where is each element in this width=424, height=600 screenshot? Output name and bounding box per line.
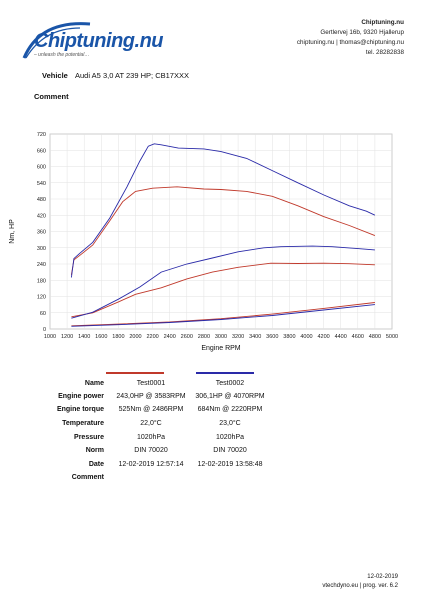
company-name: Chiptuning.nu (361, 19, 404, 26)
chiptuning-logo: Chiptuning.nu – unleash the potential… (20, 18, 170, 60)
x-tick-label: 4600 (352, 334, 364, 340)
company-phone: tel. 28282838 (365, 49, 404, 56)
test2-norm: DIN 70020 (213, 447, 247, 454)
test2-name: Test0002 (215, 380, 245, 387)
x-tick-label: 5000 (386, 334, 398, 340)
dyno-chart: 1000 1200 1400 1600 1800 2000 2200 2400 2600 2800… (9, 132, 398, 352)
row-temperature: Temperature 22,0°C 23,0°C (0, 420, 424, 432)
footer-version: vtechdyno.eu | prog. ver. 6.2 (322, 583, 398, 589)
x-tick-label: 2800 (198, 334, 210, 340)
series-line-t1_power (71, 262, 375, 318)
label-temperature: Temperature (62, 420, 104, 427)
x-tick-label: 2600 (181, 334, 193, 340)
y-tick-label: 360 (37, 230, 46, 236)
comment-label: Comment (34, 92, 69, 101)
test2-legend-swatch (196, 372, 254, 374)
logo-tagline: – unleash the potential… (34, 52, 90, 58)
test2-temperature: 23,0°C (219, 420, 241, 427)
y-tick-label: 300 (37, 246, 46, 252)
y-axis-label: Nm, HP (9, 219, 16, 244)
row-comment: Comment (0, 474, 424, 486)
test1-temperature: 22,0°C (140, 420, 162, 427)
y-tick-label: 600 (37, 165, 46, 171)
row-pressure: Pressure 1020hPa 1020hPa (0, 434, 424, 446)
label-comment: Comment (71, 474, 104, 481)
y-tick-label: 660 (37, 148, 46, 154)
x-tick-label: 1000 (44, 334, 56, 340)
x-tick-label: 1200 (61, 334, 73, 340)
row-date: Date 12-02-2019 12:57:14 12-02-2019 13:5… (0, 461, 424, 473)
x-tick-label: 3200 (232, 334, 244, 340)
y-tick-label: 240 (37, 262, 46, 268)
label-name: Name (84, 380, 104, 387)
x-tick-label: 2400 (164, 334, 176, 340)
y-tick-label: 60 (40, 311, 46, 317)
x-tick-label: 1400 (78, 334, 90, 340)
test1-pressure: 1020hPa (136, 434, 166, 441)
series-line-t2_torque (70, 143, 376, 278)
company-info: Chiptuning.nu Gertlervej 16b, 9320 Hjall… (297, 18, 404, 58)
series-line-t2_loss (71, 304, 375, 327)
series-line-t1_torque (70, 186, 376, 275)
test1-legend-swatch (106, 372, 164, 374)
test1-power: 243,0HP @ 3583RPM (116, 393, 186, 400)
series-line-t2_power (71, 245, 375, 319)
row-name: Name Test0001 Test0002 (0, 380, 424, 392)
x-tick-label: 2200 (146, 334, 158, 340)
x-tick-label: 4200 (317, 334, 329, 340)
label-date: Date (88, 461, 104, 468)
x-tick-label: 3000 (215, 334, 227, 340)
y-tick-label: 0 (43, 327, 46, 333)
x-tick-label: 4800 (369, 334, 381, 340)
x-tick-label: 4000 (300, 334, 312, 340)
test1-date: 12-02-2019 12:57:14 (118, 461, 184, 468)
company-contact: chiptuning.nu | thomas@chiptuning.nu (296, 39, 404, 46)
logo-swoosh-icon (22, 22, 91, 59)
label-pressure: Pressure (74, 434, 104, 441)
y-tick-label: 420 (37, 213, 46, 219)
vehicle-value: Audi A5 3,0 AT 239 HP; CB17XXX (75, 71, 189, 80)
x-tick-label: 3400 (249, 334, 261, 340)
logo-word: Chiptuning.nu (34, 30, 164, 52)
test2-pressure: 1020hPa (215, 434, 245, 441)
x-tick-label: 2000 (129, 334, 141, 340)
y-tick-label: 720 (37, 132, 46, 138)
x-tick-label: 1600 (95, 334, 107, 340)
vehicle-label: Vehicle (42, 71, 68, 80)
row-power: Engine power 243,0HP @ 3583RPM 306,1HP @… (0, 393, 424, 405)
x-tick-label: 4400 (335, 334, 347, 340)
label-torque: Engine torque (56, 406, 104, 413)
test2-power: 306,1HP @ 4070RPM (195, 393, 265, 400)
x-tick-label: 3600 (266, 334, 278, 340)
footer-date: 12-02-2019 (367, 574, 398, 580)
row-torque: Engine torque 525Nm @ 2486RPM 684Nm @ 22… (0, 406, 424, 418)
x-tick-label: 1800 (112, 334, 124, 340)
test1-name: Test0001 (136, 380, 166, 387)
test1-torque: 525Nm @ 2486RPM (118, 406, 184, 413)
footer: 12-02-2019 vtechdyno.eu | prog. ver. 6.2 (322, 573, 398, 591)
y-tick-label: 180 (37, 278, 46, 284)
series-line-t1_loss (71, 302, 375, 327)
test2-date: 12-02-2019 13:58:48 (197, 461, 263, 468)
label-norm: Norm (85, 447, 104, 454)
y-tick-label: 120 (37, 295, 46, 301)
company-address: Gertlervej 16b, 9320 Hjallerup (320, 29, 404, 36)
label-power: Engine power (58, 393, 104, 400)
row-norm: Norm DIN 70020 DIN 70020 (0, 447, 424, 459)
y-tick-label: 480 (37, 197, 46, 203)
test1-norm: DIN 70020 (134, 447, 168, 454)
y-tick-label: 540 (37, 181, 46, 187)
test2-torque: 684Nm @ 2220RPM (197, 406, 263, 413)
x-tick-label: 3800 (283, 334, 295, 340)
x-axis-label: Engine RPM (201, 345, 240, 352)
